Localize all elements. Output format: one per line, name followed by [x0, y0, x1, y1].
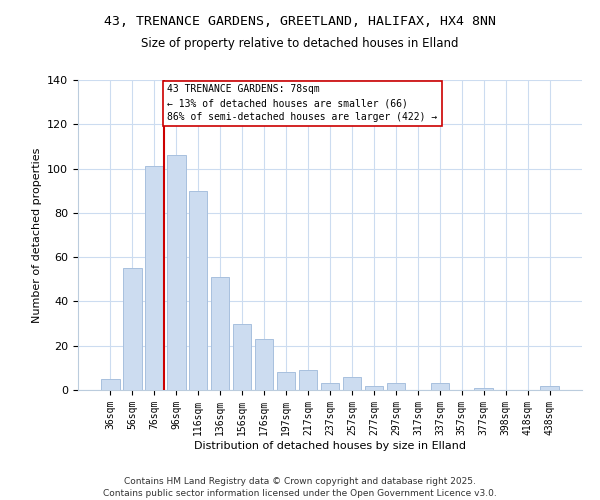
Bar [386, 384, 405, 390]
Bar [343, 376, 361, 390]
Text: Contains HM Land Registry data © Crown copyright and database right 2025.: Contains HM Land Registry data © Crown c… [124, 478, 476, 486]
Bar [189, 190, 208, 390]
Bar [277, 372, 295, 390]
Bar [320, 384, 340, 390]
Y-axis label: Number of detached properties: Number of detached properties [32, 148, 41, 322]
Bar [541, 386, 559, 390]
Bar [431, 384, 449, 390]
Text: 43, TRENANCE GARDENS, GREETLAND, HALIFAX, HX4 8NN: 43, TRENANCE GARDENS, GREETLAND, HALIFAX… [104, 15, 496, 28]
Text: Size of property relative to detached houses in Elland: Size of property relative to detached ho… [141, 38, 459, 51]
Text: 43 TRENANCE GARDENS: 78sqm
← 13% of detached houses are smaller (66)
86% of semi: 43 TRENANCE GARDENS: 78sqm ← 13% of deta… [167, 84, 437, 122]
Bar [211, 277, 229, 390]
X-axis label: Distribution of detached houses by size in Elland: Distribution of detached houses by size … [194, 440, 466, 450]
Bar [233, 324, 251, 390]
Bar [255, 339, 274, 390]
Bar [299, 370, 317, 390]
Bar [475, 388, 493, 390]
Bar [365, 386, 383, 390]
Bar [167, 156, 185, 390]
Bar [123, 268, 142, 390]
Text: Contains public sector information licensed under the Open Government Licence v3: Contains public sector information licen… [103, 489, 497, 498]
Bar [101, 379, 119, 390]
Bar [145, 166, 164, 390]
